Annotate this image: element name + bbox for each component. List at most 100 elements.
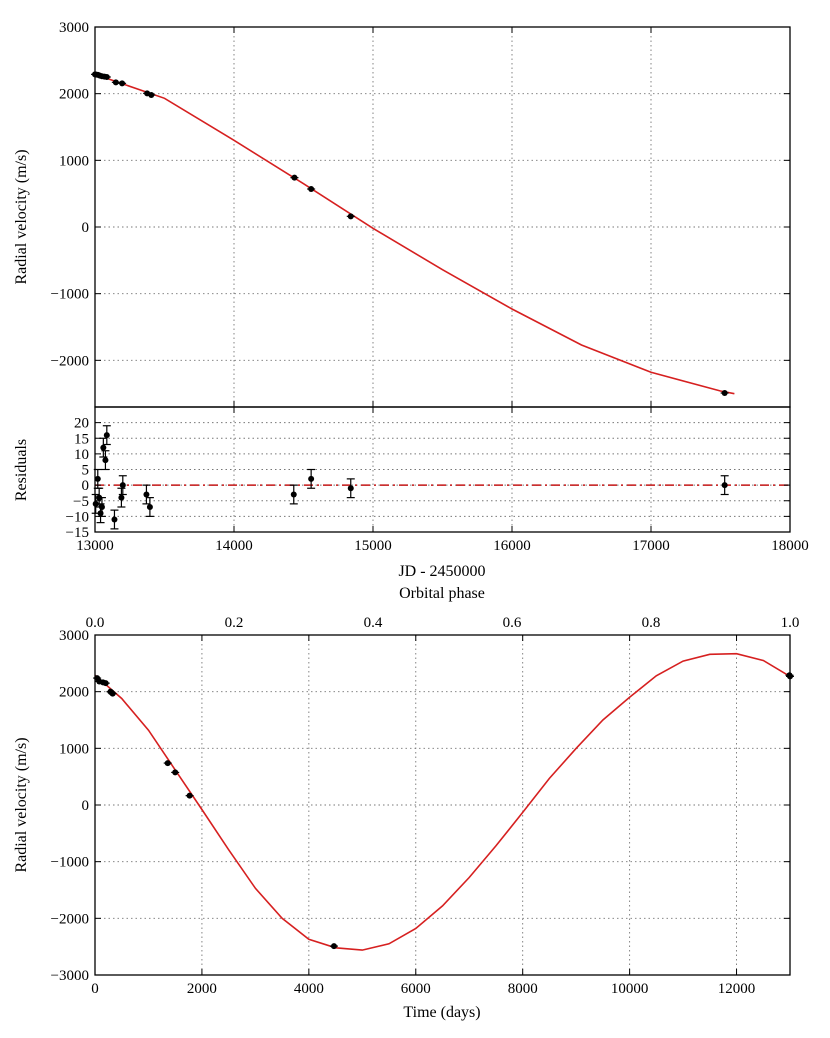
y-tick-label: 3000 bbox=[59, 628, 89, 644]
rv-time-x-ticks bbox=[94, 27, 791, 407]
x-tick-label: 0 bbox=[91, 981, 99, 997]
y-tick-label: 10 bbox=[74, 447, 89, 463]
data-point bbox=[185, 792, 194, 799]
x-tick-label: 4000 bbox=[294, 981, 324, 997]
data-point bbox=[289, 484, 298, 505]
data-marker bbox=[172, 769, 179, 776]
y-tick-label: −3000 bbox=[51, 968, 89, 984]
y-tick-label: 20 bbox=[74, 416, 89, 432]
rv-time-y-ticks: −2000 −1000 0 1000 2000 3000 bbox=[51, 20, 790, 369]
data-point bbox=[346, 478, 355, 499]
data-marker bbox=[721, 390, 728, 396]
data-marker bbox=[94, 475, 101, 482]
y-tick-label: −2000 bbox=[51, 353, 89, 369]
x-tick-label: 2000 bbox=[187, 981, 217, 997]
data-marker bbox=[308, 475, 315, 482]
data-point bbox=[118, 80, 127, 87]
x-tick-label: 14000 bbox=[215, 538, 253, 554]
data-marker bbox=[347, 485, 354, 492]
phased-x-ticks: 0 2000 4000 6000 8000 10000 12000 bbox=[91, 635, 755, 997]
data-marker bbox=[109, 690, 116, 697]
top-tick-label: 0.6 bbox=[503, 615, 522, 631]
data-point bbox=[101, 680, 110, 687]
top-tick-label: 0.4 bbox=[364, 615, 383, 631]
data-marker bbox=[97, 510, 104, 517]
data-point bbox=[102, 74, 111, 80]
y-tick-label: −1000 bbox=[51, 287, 89, 303]
x-tick-label: 6000 bbox=[401, 981, 431, 997]
data-point bbox=[147, 92, 156, 98]
data-point bbox=[307, 468, 316, 489]
data-marker bbox=[721, 482, 728, 489]
phased-y-ticks: −3000 −2000 −1000 0 1000 2000 3000 bbox=[51, 628, 790, 984]
phased-grid bbox=[95, 635, 790, 975]
x-tick-label: 10000 bbox=[611, 981, 649, 997]
phased-top-ticks: 0.0 0.2 0.4 0.6 0.8 1.0 bbox=[86, 615, 800, 631]
data-marker bbox=[118, 494, 125, 501]
data-point bbox=[110, 509, 119, 530]
phased-panel: Orbital phase −3000 −2000 −1000 0 1000 2000 30… bbox=[13, 585, 799, 1021]
data-point bbox=[111, 79, 120, 86]
data-marker bbox=[186, 792, 193, 799]
data-point bbox=[145, 497, 154, 517]
data-marker bbox=[112, 79, 119, 86]
y-tick-label: −5 bbox=[73, 494, 89, 510]
top-tick-label: 1.0 bbox=[781, 615, 800, 631]
residuals-x-axis-label: JD - 2450000 bbox=[398, 563, 485, 580]
phased-x-axis-label: Time (days) bbox=[403, 1004, 480, 1021]
data-marker bbox=[308, 186, 315, 192]
data-marker bbox=[102, 457, 109, 464]
data-marker bbox=[291, 174, 298, 181]
data-marker bbox=[290, 491, 297, 498]
y-tick-label: −10 bbox=[66, 509, 89, 525]
y-tick-label: 2000 bbox=[59, 87, 89, 103]
data-point bbox=[346, 213, 355, 220]
y-tick-label: 0 bbox=[82, 478, 90, 494]
data-marker bbox=[98, 504, 105, 510]
y-tick-label: −1000 bbox=[51, 855, 89, 871]
data-point bbox=[101, 450, 110, 471]
rv-time-y-axis-label: Radial velocity (m/s) bbox=[13, 149, 30, 284]
top-tick-label: 0.2 bbox=[225, 615, 244, 631]
data-marker bbox=[119, 80, 126, 87]
top-tick-label: 0.8 bbox=[642, 615, 661, 631]
data-point bbox=[720, 475, 729, 496]
y-tick-label: 1000 bbox=[59, 153, 89, 169]
rv-time-observations bbox=[91, 71, 729, 396]
y-tick-label: 2000 bbox=[59, 685, 89, 701]
data-point bbox=[117, 487, 126, 508]
data-marker bbox=[146, 504, 153, 510]
y-tick-label: 0 bbox=[82, 798, 90, 814]
data-point bbox=[329, 943, 338, 950]
data-marker bbox=[103, 74, 110, 80]
y-tick-label: 0 bbox=[82, 220, 90, 236]
phased-model-curve bbox=[94, 652, 791, 951]
x-tick-label: 8000 bbox=[508, 981, 538, 997]
data-marker bbox=[148, 92, 155, 98]
rv-time-frame bbox=[94, 26, 791, 408]
data-marker bbox=[143, 491, 150, 498]
y-tick-label: 5 bbox=[82, 463, 90, 479]
x-tick-label: 13000 bbox=[76, 538, 114, 554]
data-point bbox=[142, 484, 151, 505]
x-tick-label: 16000 bbox=[493, 538, 531, 554]
data-point bbox=[163, 760, 172, 767]
x-tick-label: 18000 bbox=[771, 538, 809, 554]
residuals-x-ticks: 13000 14000 15000 16000 17000 18000 bbox=[76, 407, 809, 554]
data-point bbox=[102, 425, 111, 446]
y-tick-label: −15 bbox=[66, 525, 89, 541]
phased-y-axis-label: Radial velocity (m/s) bbox=[13, 737, 30, 872]
x-tick-label: 17000 bbox=[632, 538, 670, 554]
rv-time-model-curve bbox=[94, 73, 735, 395]
residuals-grid bbox=[95, 407, 790, 532]
data-marker bbox=[347, 213, 354, 220]
phased-observations bbox=[93, 672, 794, 950]
x-tick-label: 15000 bbox=[354, 538, 392, 554]
data-marker bbox=[92, 500, 99, 507]
data-point bbox=[307, 186, 316, 192]
x-tick-label: 12000 bbox=[718, 981, 756, 997]
y-tick-label: 1000 bbox=[59, 741, 89, 757]
